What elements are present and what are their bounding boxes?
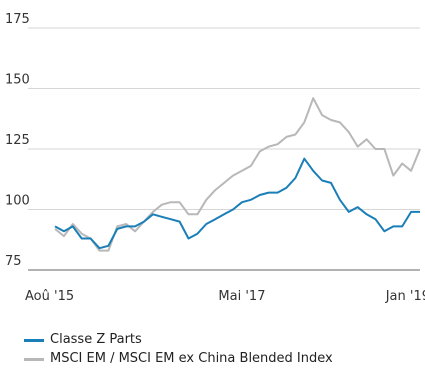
legend: Classe Z Parts MSCI EM / MSCI EM ex Chin… (24, 332, 404, 370)
legend-swatch-classe-z (24, 339, 44, 342)
legend-item-msci: MSCI EM / MSCI EM ex China Blended Index (24, 351, 404, 367)
y-tick-label: 175 (5, 12, 30, 27)
y-tick-label: 75 (5, 254, 22, 269)
y-tick-label: 125 (5, 133, 30, 148)
series-lines (54, 97, 421, 252)
legend-swatch-msci (24, 358, 44, 361)
line-chart: 175 150 125 100 75 Aoû '15 Mai '17 Jan '19 (5, 12, 425, 304)
legend-label-msci: MSCI EM / MSCI EM ex China Blended Index (50, 351, 333, 366)
y-axis: 175 150 125 100 75 (5, 12, 30, 269)
legend-label-classe-z: Classe Z Parts (50, 332, 142, 347)
x-axis: Aoû '15 Mai '17 Jan '19 (25, 289, 425, 304)
y-tick-label: 100 (5, 194, 30, 209)
series-line-msci-index (54, 97, 421, 252)
y-tick-label: 150 (5, 73, 30, 88)
x-tick-label: Mai '17 (218, 289, 265, 304)
y-gridlines (28, 27, 420, 271)
x-tick-label: Aoû '15 (25, 289, 74, 304)
legend-item-classe-z: Classe Z Parts (24, 332, 404, 348)
x-tick-label: Jan '19 (385, 289, 425, 304)
series-line-classe-z (54, 157, 420, 250)
